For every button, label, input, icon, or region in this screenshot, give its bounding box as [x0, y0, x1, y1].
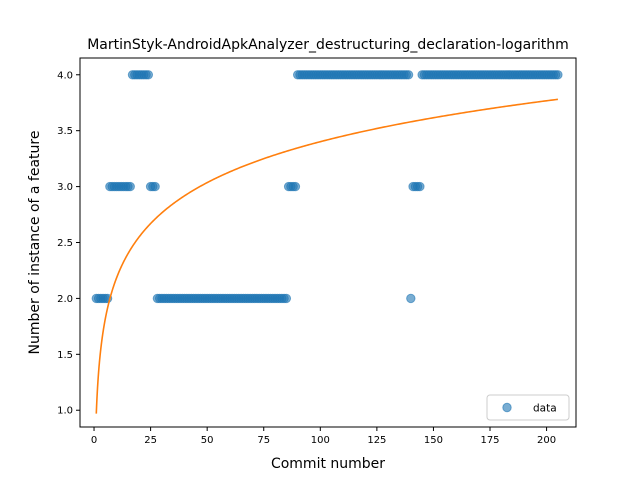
fit-line — [95, 98, 559, 414]
data-point — [143, 70, 154, 80]
legend-marker — [502, 402, 512, 413]
x-tick-label: 50 — [201, 435, 214, 446]
y-tick-label: 3.0 — [57, 182, 73, 193]
x-tick-label: 175 — [480, 435, 499, 446]
plot-area — [91, 70, 563, 414]
data-point — [150, 181, 160, 192]
data-point — [553, 70, 563, 80]
x-tick-label: 200 — [537, 435, 556, 446]
x-tick-label: 0 — [91, 435, 97, 446]
x-tick-label: 25 — [144, 435, 157, 446]
x-tick-label: 150 — [424, 435, 443, 446]
y-axis: 1.0 1.5 2.0 2.5 3.0 3.5 4.0 — [57, 70, 80, 417]
y-tick-label: 2.0 — [57, 294, 73, 305]
data-point — [406, 293, 416, 304]
chart-title: MartinStyk-AndroidApkAnalyzer_destructur… — [87, 37, 569, 53]
x-tick-label: 100 — [311, 435, 330, 446]
data-point — [415, 181, 425, 192]
legend-label: data — [533, 403, 557, 415]
y-tick-label: 1.5 — [57, 350, 73, 361]
y-axis-label: Number of instance of a feature — [27, 131, 43, 355]
x-tick-label: 75 — [257, 435, 270, 446]
data-point — [281, 293, 292, 304]
x-axis: 0 25 50 75 100 125 150 175 200 — [91, 427, 556, 446]
y-tick-label: 1.0 — [57, 406, 73, 417]
data-point — [125, 181, 135, 192]
x-tick-label: 125 — [367, 435, 386, 446]
legend-box — [486, 394, 570, 421]
data-point — [403, 70, 414, 80]
y-tick-label: 2.5 — [57, 238, 73, 249]
y-tick-label: 3.5 — [57, 126, 73, 137]
legend: data — [486, 394, 570, 421]
data-point — [290, 181, 301, 192]
y-tick-label: 4.0 — [57, 70, 73, 81]
x-axis-label: Commit number — [271, 456, 385, 472]
